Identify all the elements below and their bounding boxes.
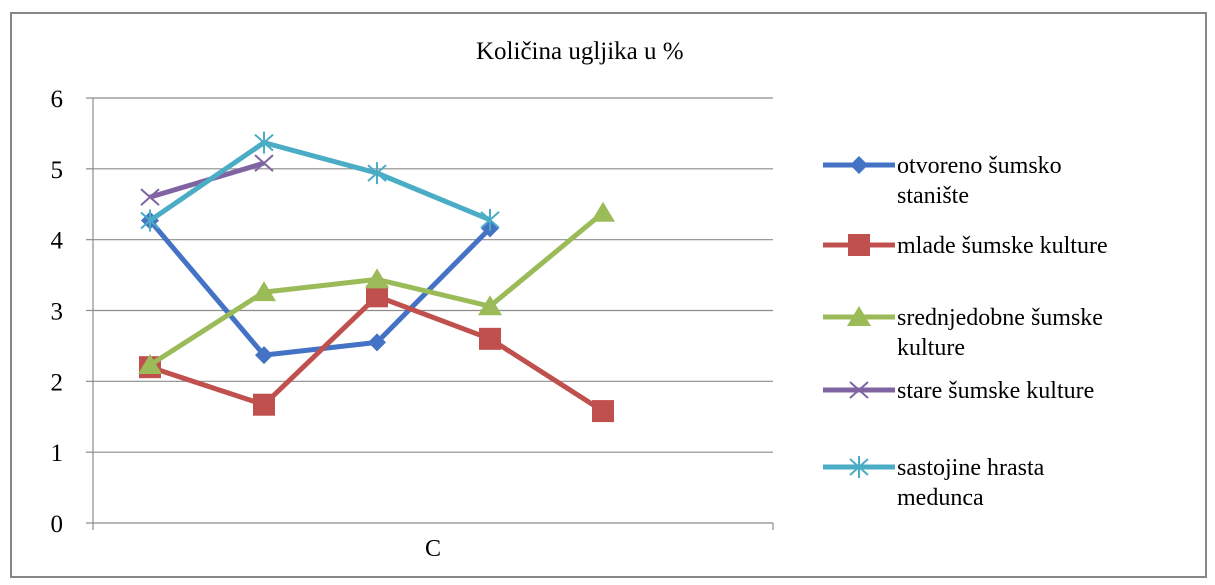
legend-marker (847, 306, 871, 326)
y-tick-label: 3 (51, 299, 64, 326)
data-point (252, 281, 276, 302)
data-point (253, 393, 275, 416)
data-point (366, 285, 388, 308)
legend-label: sastojine hrasta (897, 455, 1045, 481)
data-point (478, 295, 502, 316)
y-tick-label: 0 (51, 511, 64, 538)
y-tick-label: 4 (51, 228, 64, 255)
gridlines (86, 97, 773, 524)
legend-marker (848, 234, 870, 256)
series-2 (139, 285, 614, 423)
data-point (138, 354, 162, 375)
legend-item: otvoreno šumsko stanište (823, 153, 1062, 209)
data-point (365, 268, 389, 289)
legend-item: stare šumske kulture (823, 378, 1094, 404)
data-point (480, 208, 500, 231)
legend-label: otvoreno šumsko (897, 153, 1062, 179)
legend-label: srednjedobne šumske (897, 305, 1103, 331)
series-5 (140, 131, 500, 232)
chart-title: Količina ugljika u % (476, 38, 684, 65)
legend: otvoreno šumsko stanište mlade šumske kult… (823, 153, 1108, 511)
legend-label: mlade šumske kulture (897, 233, 1108, 259)
data-point (592, 400, 614, 423)
x-category-label: C (425, 536, 441, 562)
legend-item: srednjedobne šumske kulture (823, 305, 1103, 361)
data-point (140, 209, 160, 232)
legend-marker (849, 381, 869, 399)
data-point (479, 327, 501, 350)
y-tick-label: 6 (51, 86, 64, 113)
chart-frame (10, 12, 1207, 578)
series-layer (138, 131, 615, 423)
data-point (368, 333, 386, 352)
data-point (591, 201, 615, 222)
data-point (367, 162, 387, 185)
axes (92, 98, 774, 530)
data-point (140, 188, 160, 206)
legend-item: mlade šumske kulture (823, 233, 1108, 259)
legend-item: sastojine hrasta medunca (823, 455, 1045, 511)
y-tick-label: 5 (51, 157, 64, 184)
legend-marker (849, 456, 869, 478)
series-line (148, 140, 491, 223)
legend-label: stanište (897, 183, 969, 209)
legend-marker (850, 156, 868, 174)
series-line (149, 293, 605, 414)
legend-label: stare šumske kulture (897, 378, 1094, 404)
data-point (254, 154, 274, 172)
legend-label: medunca (897, 485, 984, 511)
series-3 (138, 201, 615, 375)
y-tick-label: 1 (51, 440, 64, 467)
legend-label: kulture (897, 335, 965, 361)
data-point (254, 131, 274, 154)
y-tick-labels: 0 1 2 3 4 5 6 (51, 86, 64, 538)
y-tick-label: 2 (51, 369, 64, 396)
data-point (255, 346, 273, 365)
